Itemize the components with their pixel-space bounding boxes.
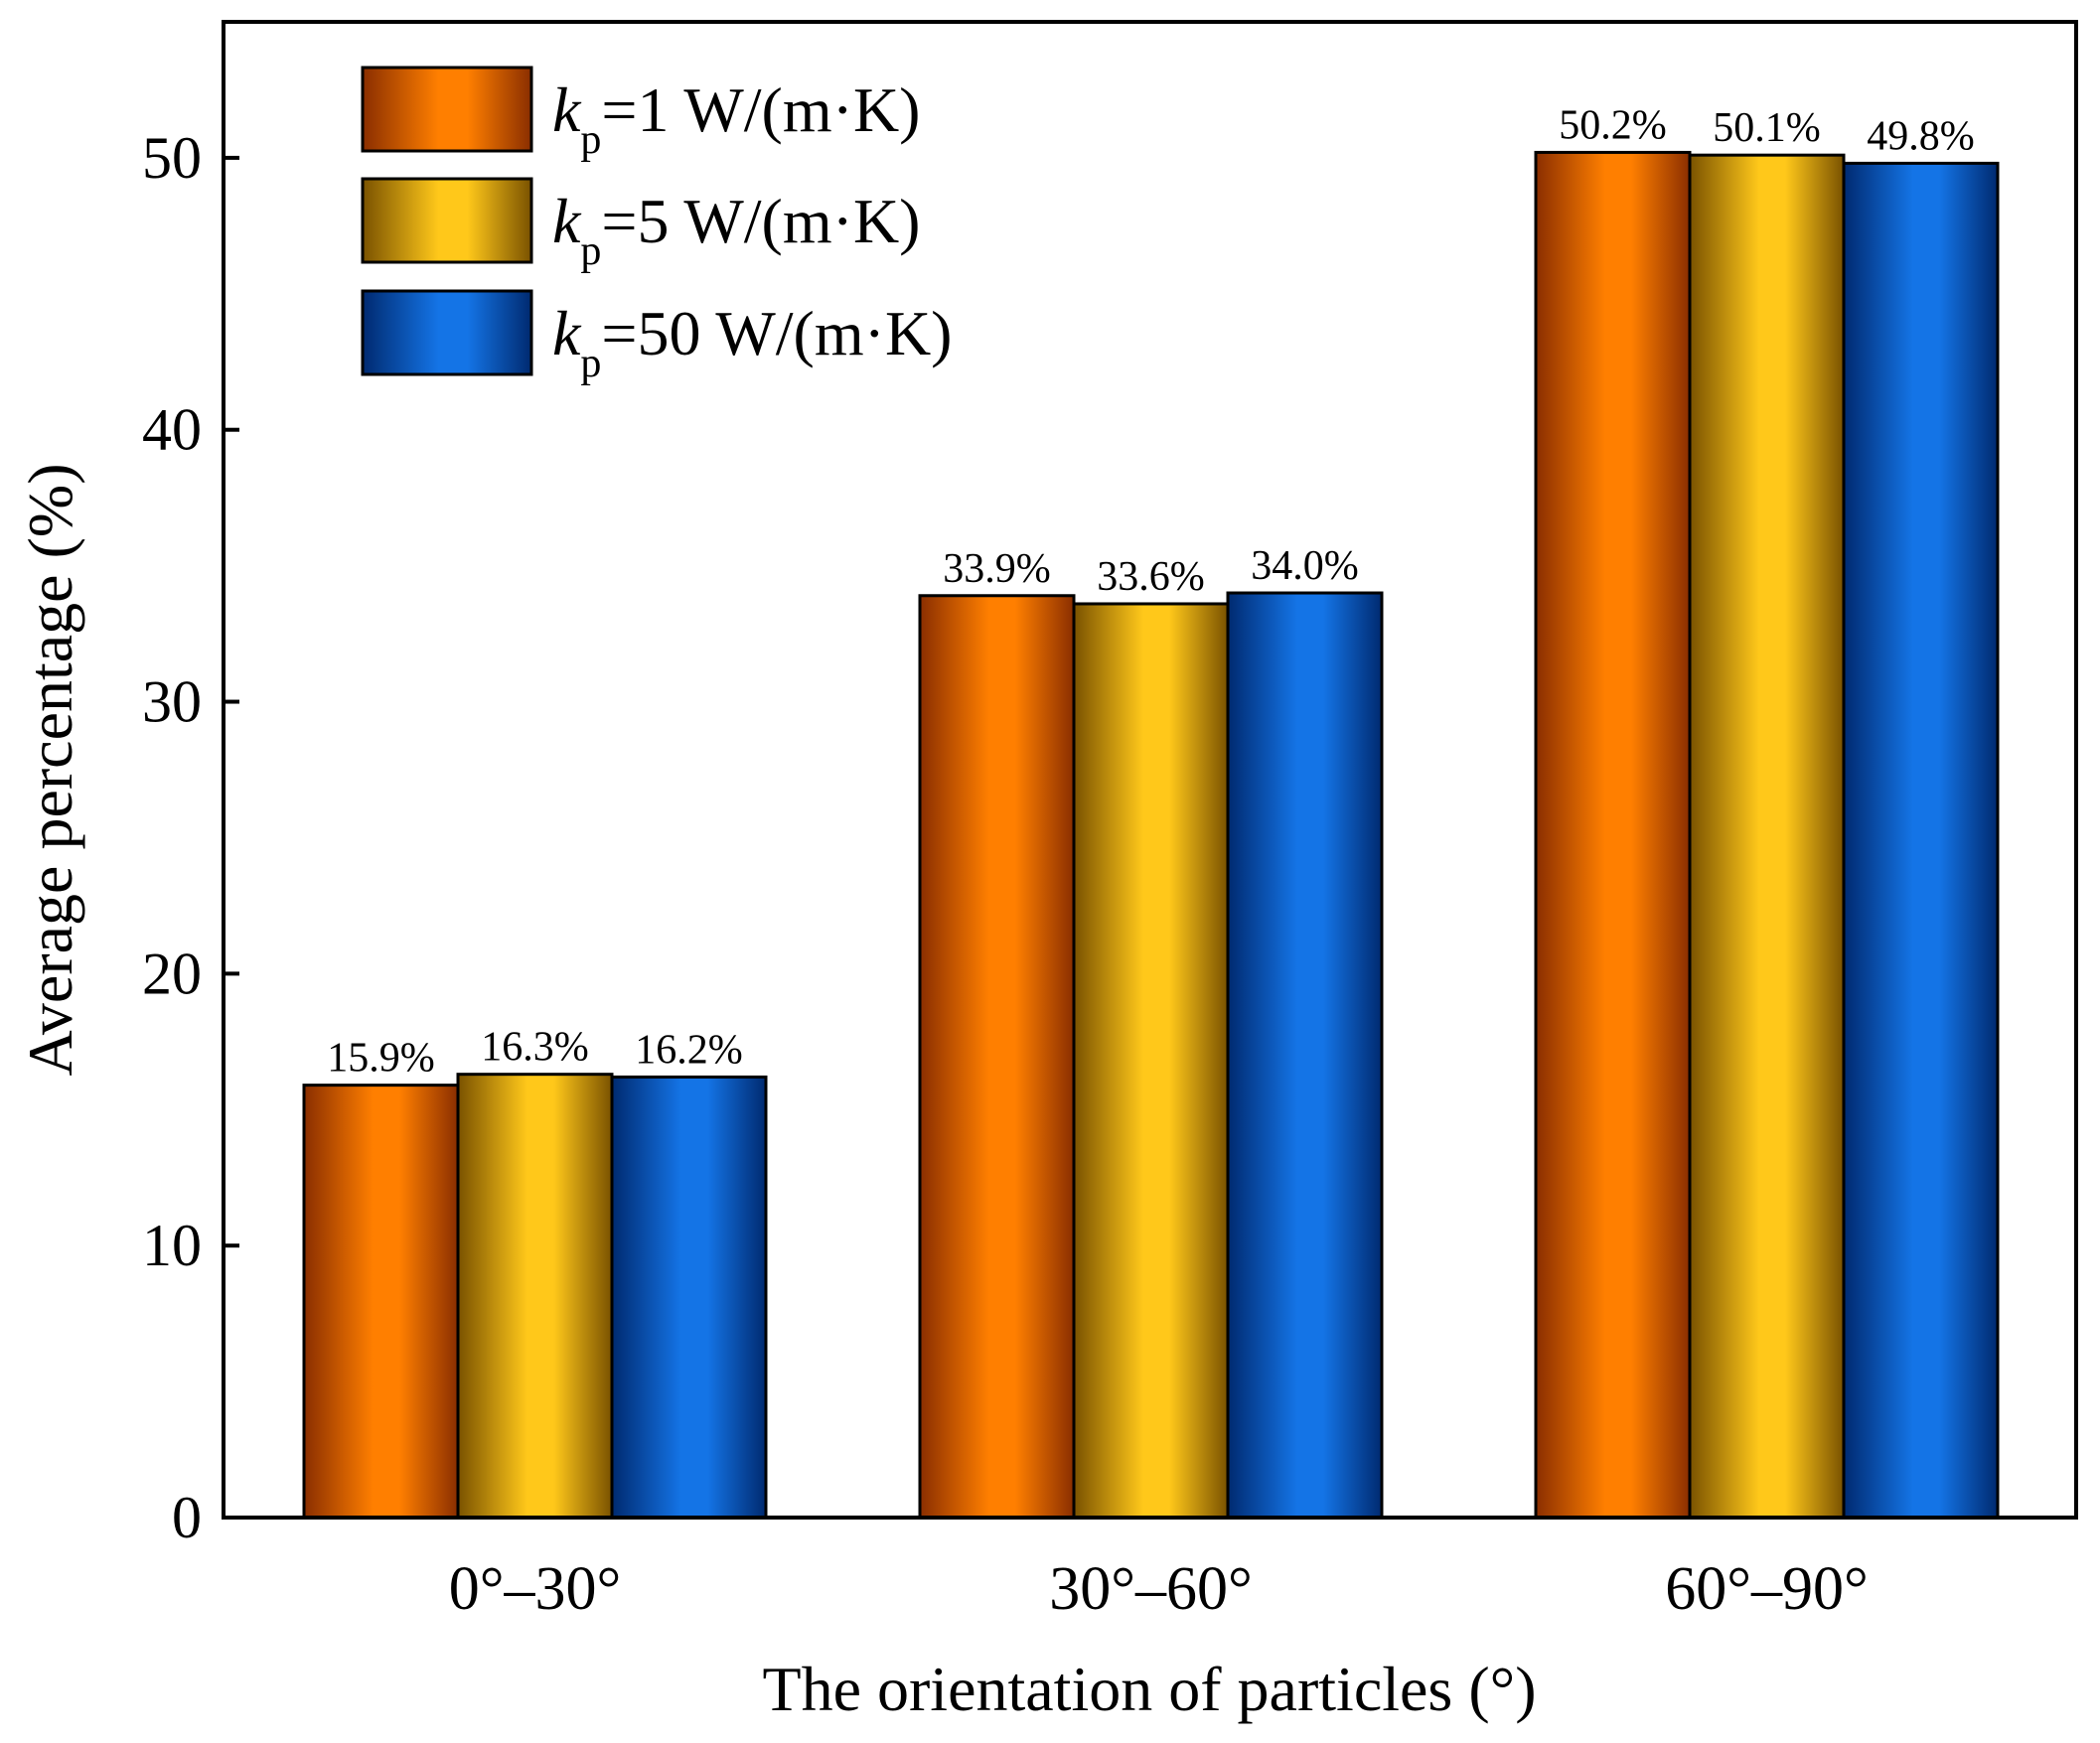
y-tick-label: 0 <box>172 1485 202 1550</box>
y-tick-label: 50 <box>142 125 202 191</box>
bar-2-series-1 <box>918 594 1076 1520</box>
y-tick-label: 30 <box>142 669 202 735</box>
y-axis: 0 10 20 30 40 50 <box>142 125 239 1550</box>
y-tick-label: 10 <box>142 1213 202 1278</box>
bar-1-series-2 <box>456 1073 614 1520</box>
data-label: 50.1% <box>1713 105 1821 151</box>
x-axis: 0°–30° 30°–60° 60°–90° <box>449 1555 1869 1623</box>
legend-entry-label: kp=1 W/(m·K) <box>552 74 920 163</box>
data-label: 33.9% <box>943 546 1051 592</box>
legend-swatch <box>361 289 533 376</box>
legend-entry-label: kp=50 W/(m·K) <box>552 298 952 386</box>
data-label: 49.8% <box>1867 113 1975 159</box>
data-label: 16.2% <box>635 1027 743 1073</box>
bar-2-series-3 <box>1226 591 1384 1520</box>
data-label: 34.0% <box>1251 543 1359 589</box>
bar-3-series-1 <box>1534 150 1692 1520</box>
data-label: 16.3% <box>481 1025 589 1071</box>
bars-layer <box>302 150 2000 1520</box>
legend-entry-label: kp=5 W/(m·K) <box>552 186 920 274</box>
bar-1-series-3 <box>610 1075 768 1520</box>
bar-3-series-2 <box>1688 153 1846 1520</box>
plot-frame <box>222 20 2078 1520</box>
legend: kp=1 W/(m·K) kp=5 W/(m·K) kp=50 W/(m·K) <box>361 66 952 386</box>
y-tick-label: 40 <box>142 397 202 463</box>
legend-swatch <box>361 177 533 264</box>
bar-2-series-2 <box>1072 602 1230 1520</box>
x-tick-label: 0°–30° <box>449 1555 622 1623</box>
data-label: 15.9% <box>327 1036 435 1082</box>
data-label: 33.6% <box>1097 554 1205 600</box>
y-axis-title: Average percentage (%) <box>15 463 85 1076</box>
bar-3-series-3 <box>1842 161 2000 1520</box>
x-axis-title: The orientation of particles (°) <box>762 1654 1536 1724</box>
legend-swatch <box>361 66 533 153</box>
x-tick-label: 60°–90° <box>1665 1555 1869 1623</box>
x-tick-label: 30°–60° <box>1049 1555 1253 1623</box>
y-tick-label: 20 <box>142 941 202 1006</box>
data-labels-layer: 15.9% 16.3% 16.2% 33.9% 33.6% 34.0% 50.2% 50.1%… <box>327 102 1975 1081</box>
bar-1-series-1 <box>302 1084 460 1520</box>
data-label: 50.2% <box>1559 102 1667 148</box>
